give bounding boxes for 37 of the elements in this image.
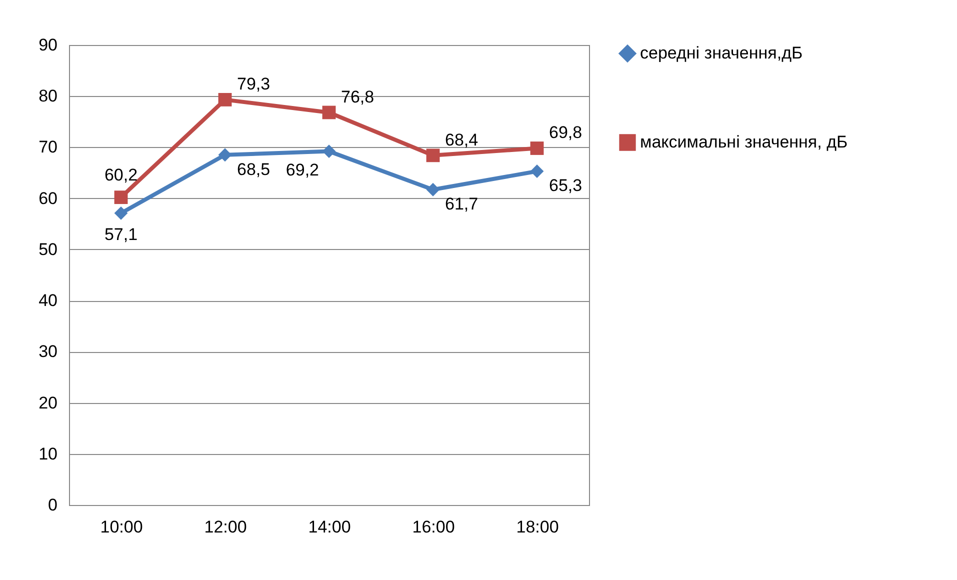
x-tick-label: 18:00: [516, 518, 559, 536]
data-label: 76,8: [341, 87, 374, 106]
y-tick-label: 30: [38, 342, 58, 362]
data-label: 68,5: [237, 160, 270, 179]
point: [218, 148, 232, 162]
y-tick-label: 40: [38, 291, 58, 310]
y-tick-label: 90: [38, 36, 58, 54]
legend-label: середні значення,дБ: [640, 44, 803, 62]
legend-label: максимальні значення, дБ: [640, 132, 848, 152]
point: [426, 182, 440, 196]
y-tick-label: 10: [38, 444, 58, 464]
x-tick-label: 16:00: [412, 518, 455, 536]
x-tick-label: 12:00: [204, 518, 247, 536]
y-tick-label: 60: [38, 188, 58, 208]
data-label: 79,3: [237, 74, 270, 94]
point: [114, 206, 128, 220]
y-tick-label: 70: [38, 138, 58, 157]
x-tick-label: 14:00: [308, 518, 351, 536]
y-tick-label: 80: [38, 86, 58, 106]
y-tick-label: 0: [48, 496, 58, 514]
data-label: 57,1: [104, 225, 138, 244]
data-label: 69,2: [286, 160, 319, 180]
data-label: 69,8: [549, 123, 582, 142]
point: [426, 148, 440, 162]
point: [218, 92, 232, 106]
point: [322, 144, 336, 158]
point: [530, 164, 544, 178]
x-tick-label: 10:00: [100, 518, 143, 536]
point: [322, 106, 336, 120]
data-label: 60,2: [104, 165, 138, 184]
y-tick-label: 20: [38, 393, 58, 412]
data-label: 68,4: [445, 130, 478, 150]
point: [530, 142, 544, 155]
data-label: 61,7: [445, 194, 478, 214]
y-tick-label: 50: [38, 240, 58, 259]
data-label: 65,3: [549, 176, 582, 196]
point: [114, 190, 128, 204]
